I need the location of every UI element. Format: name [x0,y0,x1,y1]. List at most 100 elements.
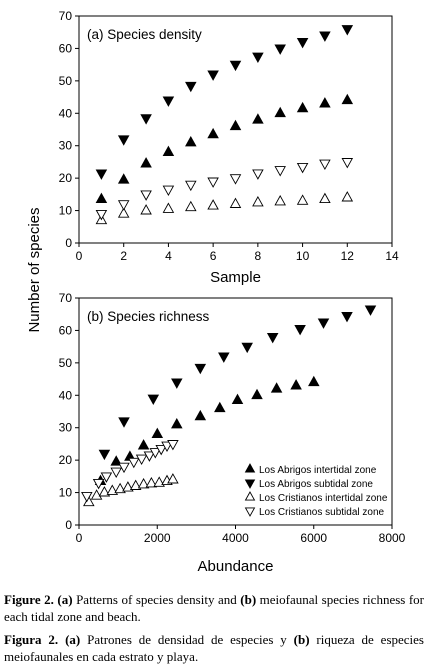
data-point [118,462,130,474]
data-point [185,200,197,212]
data-point [151,427,164,439]
data-point [341,25,354,36]
data-point [114,482,126,494]
data-point [155,444,167,456]
x-tick-label: 2000 [144,531,171,545]
data-point [308,375,320,387]
legend-marker [244,507,256,517]
data-point [106,484,119,495]
panel-label: (b) Species richness [87,309,210,324]
data-point [274,166,286,177]
x-axis-label: Abundance [198,558,274,575]
caption-part-b: (b) [240,592,257,607]
panel-label: (a) Species density [87,27,202,42]
caption-part-a: (a) [65,632,81,647]
x-tick-label: 12 [341,249,355,263]
data-point [185,180,197,192]
data-point [167,440,179,451]
y-tick-label: 40 [59,388,73,402]
y-tick-label: 40 [59,106,73,120]
legend-marker [244,491,256,501]
x-tick-label: 8000 [379,531,406,545]
y-tick-label: 30 [59,421,73,435]
caption-english: Figure 2. (a) Patterns of species densit… [4,591,424,625]
y-tick-label: 60 [59,41,73,55]
data-point [270,382,283,393]
data-point [162,202,175,213]
data-point [214,401,226,413]
x-tick-label: 6000 [300,531,327,545]
data-point [207,199,219,210]
data-point [117,135,130,146]
data-point [252,52,264,64]
data-point [145,476,158,488]
data-point [140,190,152,201]
x-tick-label: 4 [165,249,172,263]
caption-part-a: (a) [57,592,73,607]
caption-figure-label: Figure 2. [4,592,54,607]
y-tick-label: 0 [65,518,72,532]
data-point [149,448,162,459]
data-point [171,378,183,389]
y-tick-label: 60 [59,323,73,337]
series-4 [95,158,354,221]
panel-a-species-density: 0 2 4 6 8 10 12 14 0 10 20 30 40 50 60 70 (a) Species de… [59,9,399,286]
data-point [241,342,253,354]
data-point [207,127,219,139]
caption-text-1: Patrones de densidad de especies y [80,632,294,647]
y-tick-label: 70 [59,9,73,23]
data-point [290,379,302,390]
data-point [274,194,286,206]
panel-b-species-richness: 0 2000 4000 6000 8000 0 10 20 30 40 50 60 70 (b) Spec… [59,291,406,575]
data-point [135,454,148,466]
data-point [167,473,179,484]
x-axis-label: Sample [210,269,261,286]
data-point [231,393,244,405]
data-point [95,192,108,204]
data-point [218,352,230,363]
series-1 [94,375,320,486]
data-point [110,467,122,479]
y-tick-label: 30 [59,139,73,153]
x-tick-label: 8 [255,249,262,263]
series-4 [81,440,179,503]
x-tick-label: 14 [385,249,399,263]
data-point [122,481,134,492]
data-point [129,479,142,490]
y-axis-label: Number of species [26,207,43,332]
data-point [296,194,309,205]
y-tick-label: 10 [59,486,73,500]
data-point [319,31,331,42]
caption-figure-label: Figura 2. [4,632,59,647]
series-3 [83,473,179,507]
data-point [100,472,113,483]
x-tick-label: 4000 [222,531,249,545]
data-point [128,457,140,469]
data-point [118,417,130,428]
caption-spanish: Figura 2. (a) Patrones de densidad de es… [4,631,424,665]
data-point [319,192,331,204]
data-point [140,114,152,125]
data-point [143,451,156,462]
caption-text-1: Patterns of species density and [72,592,241,607]
y-tick-label: 50 [59,356,73,370]
data-point [81,491,93,503]
data-point [161,441,173,453]
legend-entry: Los Cristianos subtidal zone [259,507,385,518]
series-3 [95,191,354,225]
x-tick-label: 6 [210,249,217,263]
data-point [98,449,111,461]
y-tick-label: 50 [59,74,73,88]
data-point [117,207,130,218]
data-point [274,106,286,118]
x-tick-label: 0 [76,249,83,263]
data-point [251,388,263,400]
data-point [274,44,286,55]
data-point [207,177,219,188]
y-tick-label: 20 [59,171,73,185]
data-point [319,159,331,171]
data-point [229,60,242,72]
data-point [296,162,309,174]
data-point [162,145,175,157]
series-2 [95,25,354,180]
